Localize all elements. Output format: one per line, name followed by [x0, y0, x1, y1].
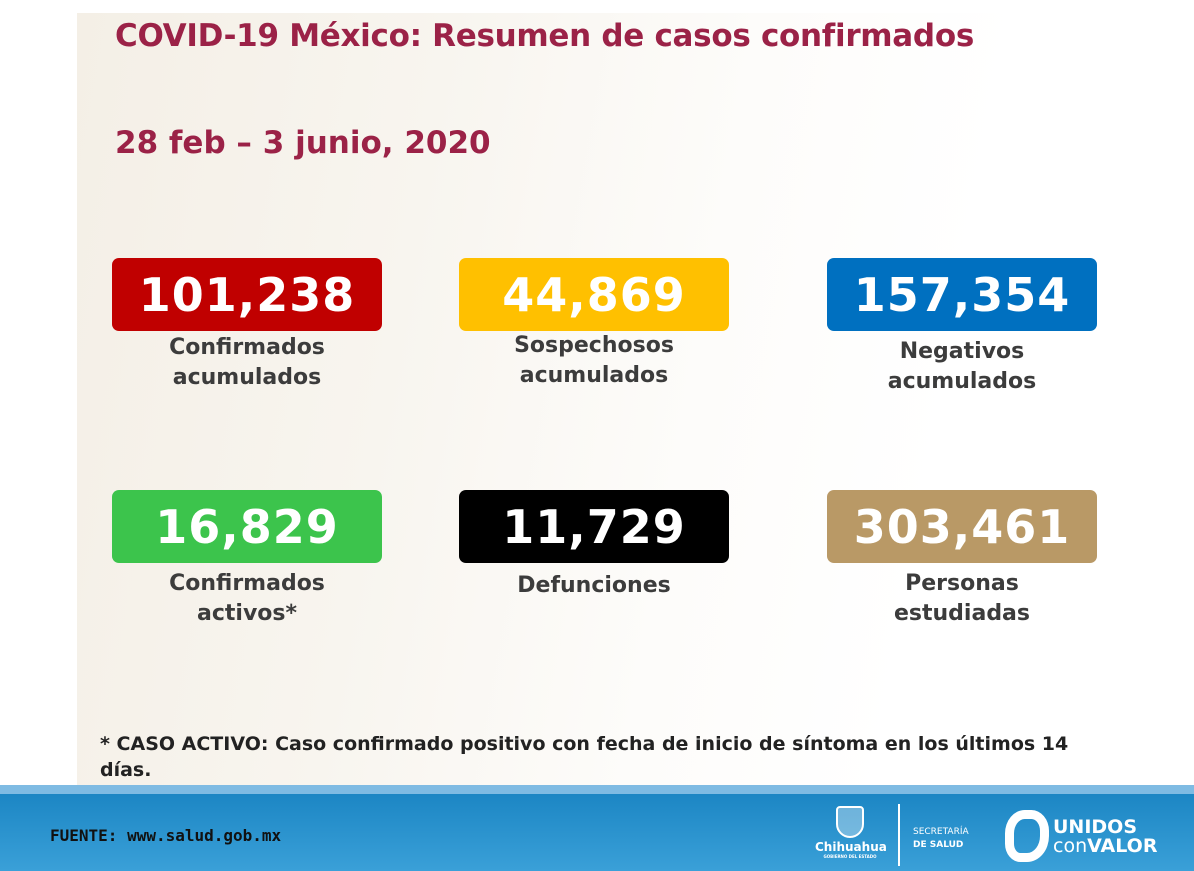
stat-label: Confirmados acumulados — [112, 333, 382, 393]
stat-label: Personas estudiadas — [827, 569, 1097, 629]
stat-label-line: acumulados — [519, 363, 669, 388]
stat-label-line: Defunciones — [517, 573, 671, 598]
stat-value: 101,238 — [138, 267, 356, 322]
stat-value: 303,461 — [853, 499, 1071, 554]
stat-label: Negativos acumulados — [827, 337, 1097, 397]
stat-label-line: Confirmados — [169, 335, 325, 360]
stat-label-line: acumulados — [172, 365, 322, 390]
stat-label-line: estudiadas — [893, 601, 1031, 626]
stat-label: Defunciones — [459, 571, 729, 601]
stat-card: 11,729 — [459, 490, 729, 563]
stat-card: 157,354 — [827, 258, 1097, 331]
stat-value: 16,829 — [155, 499, 339, 554]
gobierno-label: GOBIERNO DEL ESTADO — [823, 854, 877, 859]
stat-label-line: Personas — [905, 571, 1019, 596]
page-title: COVID-19 México: Resumen de casos confir… — [115, 18, 974, 54]
secretaria-logo: SECRETARÍA DE SALUD — [913, 826, 969, 852]
stat-label-line: Confirmados — [169, 571, 325, 596]
chihuahua-label: Chihuahua — [815, 840, 887, 854]
secretaria-label: SECRETARÍA — [913, 827, 969, 837]
stat-label: Confirmados activos* — [112, 569, 382, 629]
stat-card: 303,461 — [827, 490, 1097, 563]
valor-label: VALOR — [1087, 835, 1158, 857]
stat-value: 157,354 — [853, 267, 1071, 322]
stat-label-line: Sospechosos — [514, 333, 674, 358]
date-range: 28 feb – 3 junio, 2020 — [115, 125, 491, 161]
stat-label-line: activos* — [197, 601, 297, 626]
map-icon — [1005, 810, 1049, 862]
stat-card: 44,869 — [459, 258, 729, 331]
source-text: FUENTE: www.salud.gob.mx — [50, 826, 282, 845]
footnote: * CASO ACTIVO: Caso confirmado positivo … — [100, 733, 1069, 781]
stat-value: 11,729 — [502, 499, 686, 554]
footer-band — [0, 785, 1194, 871]
stat-label-line: Negativos — [899, 339, 1025, 364]
divider — [898, 804, 900, 866]
stat-label-line: acumulados — [887, 369, 1037, 394]
stat-value: 44,869 — [502, 267, 686, 322]
stat-label: Sospechosos acumulados — [459, 331, 729, 391]
stat-card: 101,238 — [112, 258, 382, 331]
salud-label: DE SALUD — [913, 840, 964, 850]
unidos-label: UNIDOS — [1053, 816, 1138, 838]
background-panel — [77, 13, 1194, 785]
shield-icon — [836, 806, 864, 838]
chihuahua-logo: Chihuahua GOBIERNO DEL ESTADO — [815, 806, 887, 859]
con-label: con — [1053, 835, 1088, 857]
stat-card: 16,829 — [112, 490, 382, 563]
